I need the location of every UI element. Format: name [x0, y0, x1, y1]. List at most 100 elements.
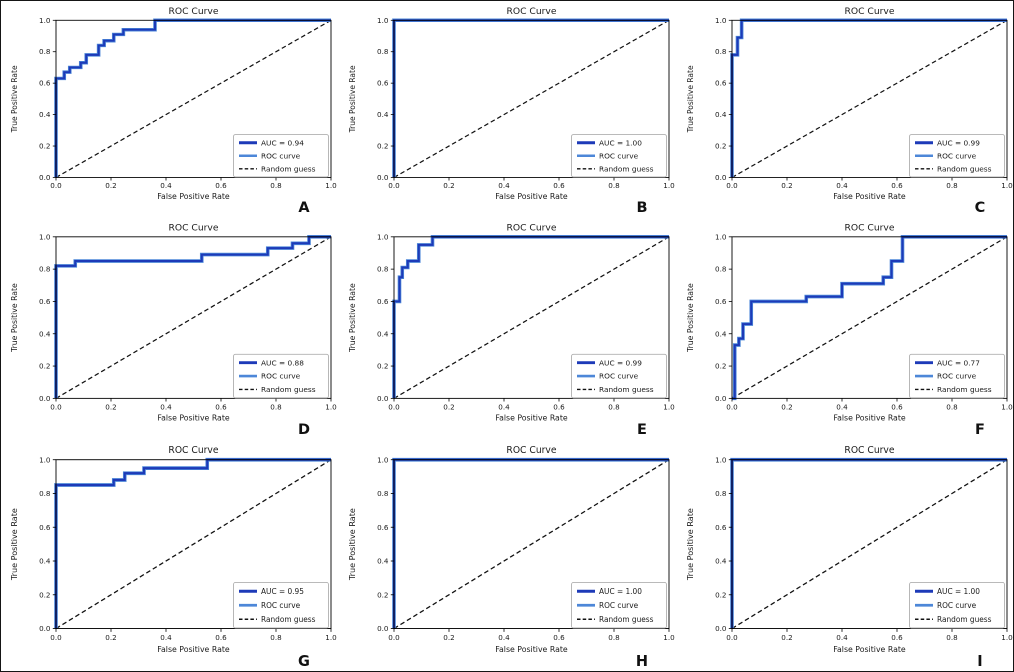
x-tick-label: 0.2 — [443, 181, 454, 190]
x-tick-label: 0.8 — [270, 633, 282, 642]
y-tick-label: 0.0 — [377, 394, 389, 403]
y-tick-label: 0.4 — [39, 557, 51, 566]
legend: AUC = 0.77 ROC curve Random guess — [909, 353, 1005, 399]
y-tick-label: 0.2 — [377, 362, 388, 371]
roc-chart-b: ROC Curve 0.00.0 0.2 0.2 0.4 0.4 0.6 0.6 0.8 0.8 1… — [348, 7, 675, 216]
roc-curve-line — [55, 235, 331, 399]
y-tick-label: 0.8 — [377, 47, 389, 56]
legend-box — [909, 353, 1005, 399]
plot-title: ROC Curve — [844, 223, 894, 233]
axes-box — [393, 459, 670, 630]
roc-chart-i: ROC Curve 0.00.0 0.2 0.2 0.4 0.4 0.6 0.6 0.8 0.8 1… — [686, 445, 1013, 670]
roc-panel-f: ROC Curve 0.0 0.0 0.2 0.2 0.4 0.4 0.6 0.6 0.8 0.8 1… — [677, 217, 1013, 439]
x-tick-label: 0.8 — [608, 402, 620, 411]
x-tick-label: 0.4 — [498, 402, 510, 411]
y-tick-label: 0.4 — [715, 110, 727, 119]
y-tick-label: 0.2 — [39, 142, 50, 151]
legend: AUC = 0.88 ROC curve Random guess — [233, 353, 329, 399]
y-axis-label: True Positive Rate — [348, 508, 357, 581]
axes-box — [393, 236, 670, 399]
y-tick-label: 0.4 — [39, 329, 51, 338]
panel-letter: F — [975, 422, 985, 438]
y-axis-label: True Positive Rate — [348, 283, 357, 353]
x-tick-label: 0.6 — [553, 633, 565, 642]
y-tick-label: 0.2 — [715, 142, 726, 151]
x-tick-label: 1.0 — [1001, 181, 1013, 190]
roc-curve-line — [55, 458, 331, 629]
y-tick-label: 1.0 — [39, 455, 51, 464]
x-tick-label: 0.6 — [891, 633, 903, 642]
legend-roc-curve-label: ROC curve — [599, 151, 639, 160]
legend-random-guess-label: Random guess — [937, 385, 992, 394]
x-tick-label: 0.6 — [215, 633, 227, 642]
x-tick-label: 0.0 — [726, 181, 738, 190]
x-tick-label: 0.0 — [726, 402, 738, 411]
legend: AUC = 0.94 ROC curve Random guess — [233, 134, 329, 178]
y-tick-label: 0.2 — [39, 362, 50, 371]
x-tick-label: 0.4 — [498, 633, 510, 642]
axes-box — [55, 19, 332, 178]
y-tick-label: 0.4 — [377, 110, 389, 119]
y-tick-label: 1.0 — [715, 455, 727, 464]
legend-auc-label: AUC = 0.99 — [937, 138, 980, 147]
axes-box — [55, 459, 332, 630]
legend-auc-label: AUC = 1.00 — [599, 587, 642, 596]
roc-panel-d: ROC Curve 0.0 0.0 0.2 0.2 0.4 0.4 0.6 0.6 0.8 0.8 1… — [1, 217, 339, 439]
plot-title: ROC Curve — [168, 445, 218, 456]
x-tick-label: 0.2 — [105, 402, 116, 411]
roc-chart-d: ROC Curve 0.00.0 0.2 0.2 0.4 0.4 0.6 0.6 0.8 0.8 1… — [10, 223, 337, 438]
panel-letter: A — [298, 200, 309, 216]
legend-auc-label: AUC = 0.95 — [261, 587, 304, 596]
y-tick-label: 0.0 — [39, 173, 51, 182]
x-axis-label: False Positive Rate — [157, 645, 230, 654]
y-tick-label: 0.6 — [377, 79, 389, 88]
legend-roc-curve-label: ROC curve — [261, 601, 300, 610]
legend-random-guess-label: Random guess — [599, 385, 654, 394]
y-tick-label: 1.0 — [377, 455, 389, 464]
x-tick-label: 0.6 — [891, 402, 903, 411]
x-tick-label: 0.0 — [50, 181, 62, 190]
roc-panel-e: ROC Curve 0.0 0.0 0.2 0.2 0.4 0.4 0.6 0.6 0.8 0.8 1… — [339, 217, 677, 439]
legend-roc-curve-label: ROC curve — [937, 372, 977, 381]
roc-curve-line — [393, 235, 669, 399]
y-tick-label: 0.8 — [377, 265, 389, 274]
plot-title: ROC Curve — [506, 223, 556, 233]
x-axis-label: False Positive Rate — [157, 414, 230, 423]
legend: AUC = 1.00 ROC curve Random guess — [571, 134, 667, 178]
panel-letter: D — [298, 422, 310, 438]
legend-roc-curve-label: ROC curve — [937, 601, 976, 610]
y-tick-label: 1.0 — [715, 232, 727, 241]
roc-panel-g: ROC Curve 0.0 0.0 0.2 0.2 0.4 0.4 0.6 0.6 0.8 0.8 1… — [1, 439, 339, 671]
x-tick-label: 0.0 — [50, 633, 62, 642]
x-tick-label: 0.2 — [781, 181, 792, 190]
y-tick-label: 1.0 — [39, 16, 51, 25]
x-axis-label: False Positive Rate — [495, 192, 568, 201]
x-tick-label: 1.0 — [1001, 633, 1013, 642]
legend-random-guess-label: Random guess — [937, 615, 992, 624]
legend-box — [571, 353, 667, 399]
axes-box — [731, 459, 1008, 630]
x-tick-label: 0.8 — [270, 181, 282, 190]
x-tick-label: 0.8 — [946, 633, 958, 642]
legend-box — [233, 581, 329, 629]
x-tick-label: 1.0 — [663, 402, 675, 411]
legend-box — [909, 581, 1005, 629]
legend-box — [571, 581, 667, 629]
y-tick-label: 0.0 — [715, 624, 727, 633]
legend-auc-label: AUC = 0.77 — [937, 358, 980, 367]
x-tick-label: 0.2 — [443, 402, 454, 411]
y-tick-label: 0.0 — [39, 394, 51, 403]
axes-box — [55, 236, 332, 399]
y-axis-label: True Positive Rate — [10, 65, 19, 133]
x-tick-label: 0.8 — [946, 402, 958, 411]
roc-chart-g: ROC Curve 0.00.0 0.2 0.2 0.4 0.4 0.6 0.6 0.8 0.8 1… — [10, 445, 337, 670]
axes-box — [731, 236, 1008, 399]
y-tick-label: 1.0 — [377, 232, 389, 241]
plot-title: ROC Curve — [844, 445, 894, 456]
x-tick-label: 0.6 — [215, 181, 227, 190]
x-tick-label: 0.0 — [388, 181, 400, 190]
panel-letter: G — [298, 653, 310, 670]
x-tick-label: 0.4 — [836, 402, 848, 411]
random-guess-line — [393, 236, 670, 399]
plot-title: ROC Curve — [168, 7, 218, 17]
